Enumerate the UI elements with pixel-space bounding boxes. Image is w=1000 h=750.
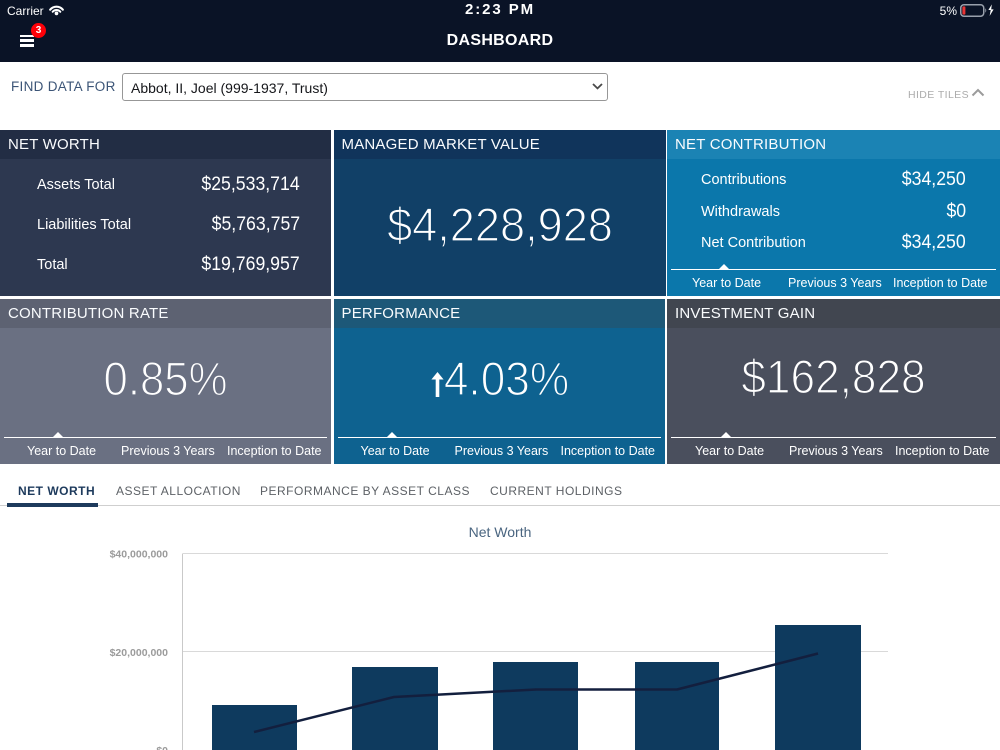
svg-text:$40,000,000: $40,000,000 (110, 549, 169, 561)
svg-text:$0: $0 (156, 745, 168, 750)
svg-text:$20,000,000: $20,000,000 (110, 647, 169, 659)
